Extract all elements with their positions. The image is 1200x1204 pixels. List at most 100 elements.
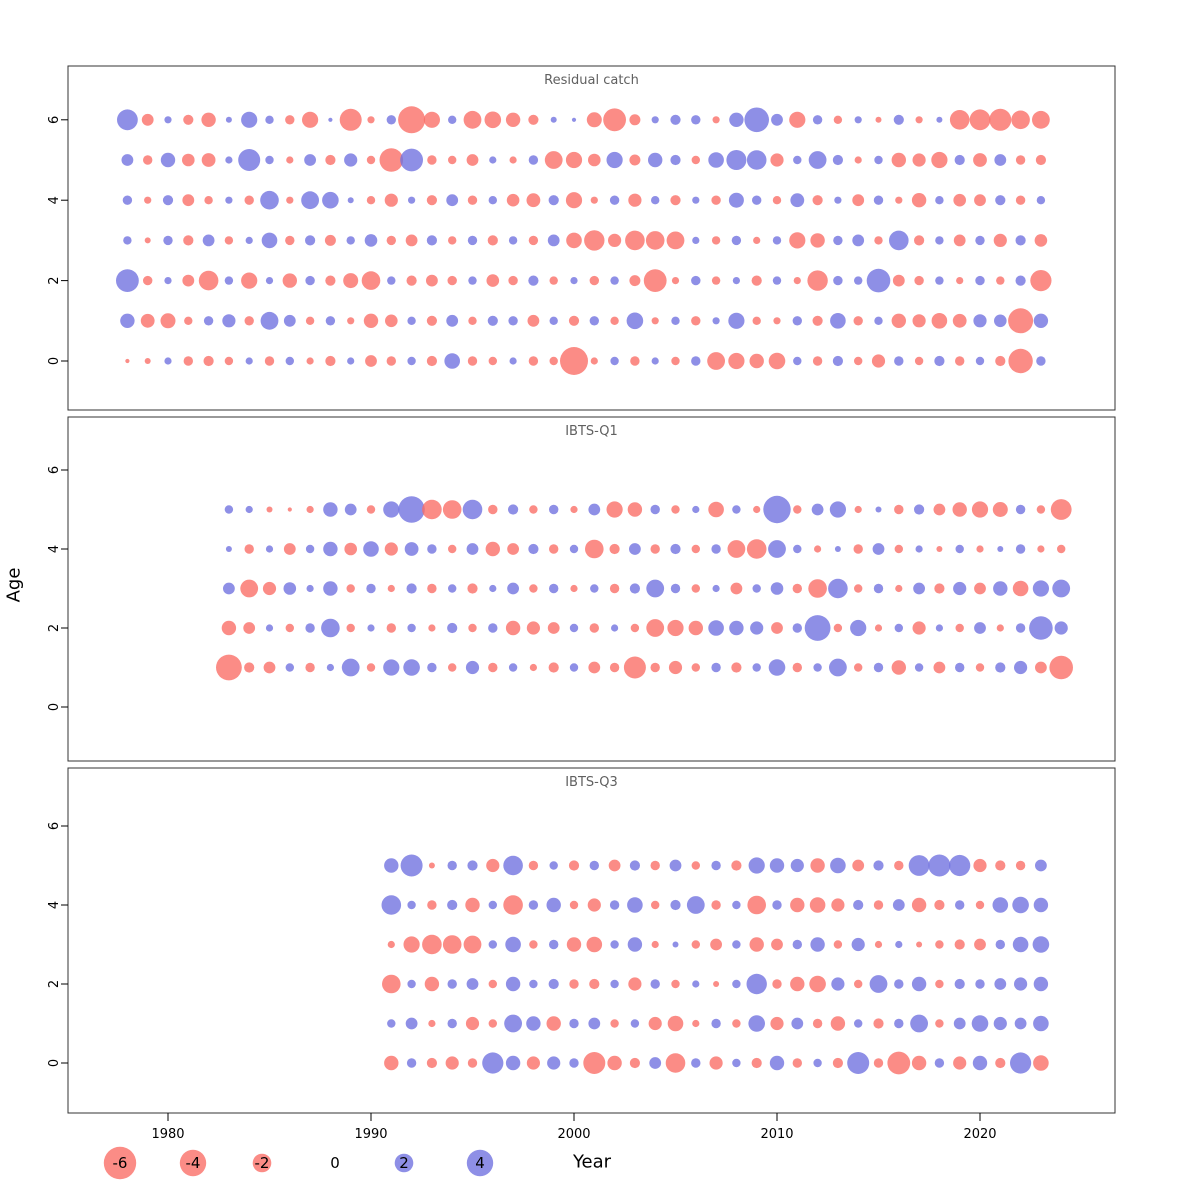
residual-bubble (588, 661, 601, 674)
residual-bubble (792, 316, 802, 326)
residual-bubble (894, 356, 904, 366)
residual-bubble (122, 195, 133, 205)
residual-bubble (144, 358, 151, 364)
residual-bubble (224, 505, 234, 514)
residual-bubble (162, 195, 174, 206)
residual-bubble (1008, 348, 1033, 374)
residual-bubble (692, 1019, 700, 1028)
residual-bubble (812, 1018, 823, 1029)
residual-bubble (628, 193, 642, 207)
residual-bubble (995, 860, 1006, 871)
x-tick-label: 2020 (963, 1127, 996, 1142)
residual-bubble (1033, 897, 1049, 913)
residual-bubble (749, 937, 764, 952)
residual-bubble (306, 357, 314, 365)
residual-bubble (216, 654, 242, 681)
residual-bubble (670, 899, 681, 911)
residual-bubble (829, 501, 847, 518)
residual-bubble (726, 150, 747, 170)
residual-bubble (671, 277, 680, 285)
residual-bubble (586, 936, 603, 953)
residual-bubble (915, 545, 923, 553)
residual-bubble (366, 505, 376, 514)
residual-bubble (527, 314, 540, 327)
residual-bubble (526, 621, 541, 635)
residual-bubble (400, 148, 423, 172)
residual-bubble (627, 502, 643, 517)
residual-bubble (753, 236, 761, 244)
residual-bubble (343, 273, 359, 289)
residual-bubble (847, 1052, 870, 1074)
residual-bubble (710, 938, 722, 951)
residual-bubble (853, 899, 864, 911)
residual-bubble (588, 153, 601, 167)
residual-bubble (1036, 505, 1046, 514)
residual-bubble (629, 114, 641, 126)
residual-bubble (854, 1019, 863, 1028)
panel-title: IBTS-Q3 (565, 775, 618, 790)
residual-bubble (973, 314, 987, 328)
residual-bubble (366, 155, 376, 165)
residual-bubble (203, 355, 214, 367)
residual-bubble (974, 582, 986, 595)
legend-label: 0 (330, 1154, 340, 1172)
residual-bubble (928, 854, 951, 877)
residual-bubble (911, 1055, 927, 1071)
residual-bubble (1034, 234, 1048, 247)
residual-bubble (711, 1018, 721, 1029)
residual-bubble (874, 316, 883, 325)
residual-bubble (560, 347, 588, 375)
residual-bubble (528, 114, 539, 125)
residual-bubble (241, 272, 258, 289)
residual-bubble (367, 116, 375, 124)
residual-bubble (708, 620, 724, 636)
residual-bubble (953, 193, 966, 207)
residual-bubble (424, 976, 440, 992)
residual-bubble (328, 117, 333, 122)
residual-bubble (875, 506, 882, 513)
residual-bubble (931, 313, 948, 329)
residual-bubble (832, 355, 844, 367)
residual-bubble (730, 582, 743, 595)
residual-bubble (468, 623, 477, 633)
residual-bubble (832, 1057, 844, 1069)
residual-bubble (813, 663, 822, 672)
residual-bubble (323, 502, 338, 517)
residual-bubble (305, 316, 315, 325)
residual-bubble (570, 584, 578, 593)
residual-bubble (688, 620, 703, 636)
residual-bubble (809, 897, 826, 913)
residual-bubble (1036, 196, 1046, 205)
residual-bubble (407, 356, 416, 366)
residual-bubble (405, 1017, 418, 1030)
residual-bubble (405, 234, 418, 247)
residual-bubble (771, 113, 783, 126)
residual-bubble (466, 543, 479, 555)
residual-bubble (829, 658, 847, 677)
legend-label: 4 (475, 1154, 485, 1172)
residual-bubble (629, 154, 641, 166)
residual-bubble (610, 979, 619, 989)
residual-bubble (911, 897, 927, 913)
residual-bubble (992, 897, 1009, 913)
residual-bubble (874, 236, 883, 245)
residual-bubble (773, 317, 781, 325)
legend: -6 -4 -2 0 2 4 (103, 1146, 494, 1180)
residual-bubble (508, 663, 518, 672)
y-tick-label: 2 (47, 980, 62, 988)
residual-bubble (225, 196, 233, 204)
residual-bubble (116, 269, 139, 292)
residual-bubble (810, 858, 825, 873)
residual-bubble (407, 900, 416, 910)
residual-bubble (607, 1055, 622, 1071)
residual-bubble (989, 108, 1012, 131)
residual-bubble (973, 858, 987, 873)
residual-bubble (465, 1016, 480, 1031)
residual-bubble (407, 316, 416, 325)
residual-bubble (671, 505, 680, 514)
y-tick-label: 4 (47, 545, 62, 553)
residual-bubble (807, 270, 828, 291)
residual-bubble (953, 1017, 966, 1030)
residual-bubble (872, 543, 885, 555)
residual-bubble (692, 196, 700, 204)
